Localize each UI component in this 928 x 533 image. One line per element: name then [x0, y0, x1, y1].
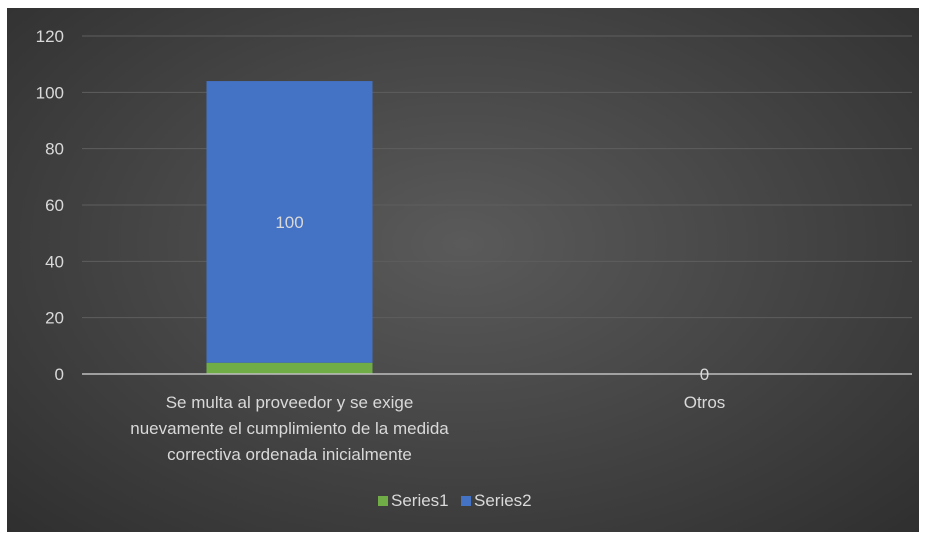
legend-label-series2: Series2: [474, 491, 532, 510]
y-tick-label: 20: [45, 309, 64, 328]
y-tick-label: 60: [45, 196, 64, 215]
bar-series2-0: [206, 81, 373, 363]
data-labels: 100 0: [275, 213, 709, 384]
x-category-label: Se multa al proveedor y se exige: [166, 393, 414, 412]
x-category-label: nuevamente el cumplimiento de la medida: [130, 419, 449, 438]
x-axis-categories: Se multa al proveedor y se exige nuevamen…: [130, 393, 725, 464]
data-label: 0: [700, 365, 709, 384]
data-label: 100: [275, 213, 303, 232]
legend-swatch-series2: [461, 496, 471, 506]
legend: Series1 Series2: [378, 491, 532, 510]
x-category-label: Otros: [684, 393, 726, 412]
bars: [206, 81, 373, 374]
chart-area: 0 20 40 60 80 100 120 100 0 Se multa al proveed…: [7, 8, 919, 532]
y-axis-ticks: 0 20 40 60 80 100 120: [36, 27, 64, 384]
legend-label-series1: Series1: [391, 491, 449, 510]
y-tick-label: 120: [36, 27, 64, 46]
bar-chart: 0 20 40 60 80 100 120 100 0 Se multa al proveed…: [36, 27, 912, 510]
x-category-label: correctiva ordenada inicialmente: [167, 445, 412, 464]
legend-swatch-series1: [378, 496, 388, 506]
y-tick-label: 40: [45, 252, 64, 271]
y-tick-label: 0: [55, 365, 64, 384]
y-tick-label: 80: [45, 140, 64, 159]
y-tick-label: 100: [36, 83, 64, 102]
bar-series1-0: [206, 362, 373, 374]
